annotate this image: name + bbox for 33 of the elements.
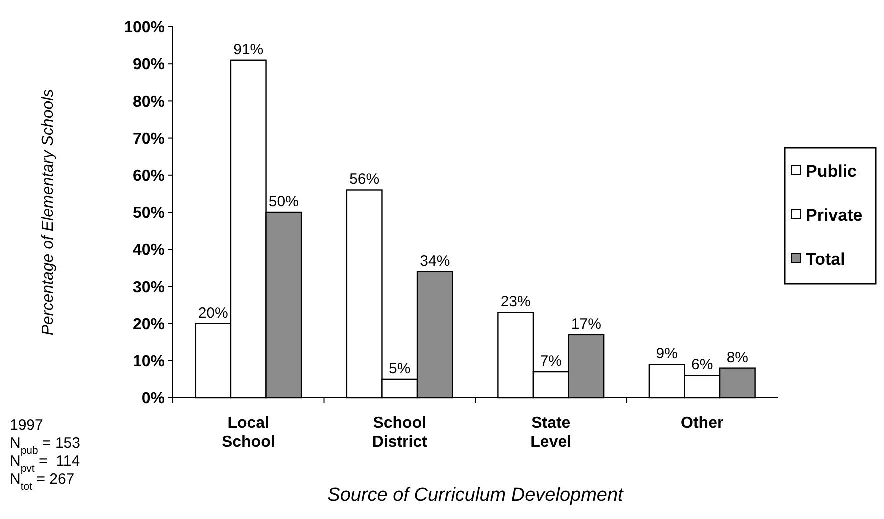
legend-label: Public: [806, 162, 858, 181]
data-label: 34%: [420, 252, 450, 270]
legend-label: Total: [806, 250, 846, 269]
data-label: 7%: [540, 353, 562, 370]
data-label: 50%: [268, 194, 299, 210]
data-label: 5%: [389, 360, 411, 378]
data-label: 91%: [234, 41, 264, 58]
y-tick-label: 90%: [132, 56, 165, 74]
x-tick-label: State Level: [530, 415, 572, 451]
data-label: 17%: [571, 316, 602, 333]
y-axis-title: Percentage of Elementary Schools: [40, 89, 57, 336]
data-label: 9%: [656, 346, 678, 363]
y-tick-label: 50%: [132, 205, 165, 222]
text: 1997: [10, 417, 44, 434]
y-tick-label: 100%: [124, 20, 165, 37]
x-tick-label: Other: [681, 415, 724, 432]
x-tick-label: Local School: [222, 415, 276, 451]
y-tick-label: 40%: [132, 242, 165, 260]
data-label: 20%: [198, 304, 228, 322]
y-tick-label: 80%: [132, 94, 165, 111]
y-tick-label: 30%: [132, 279, 165, 296]
y-tick-label: 10%: [132, 354, 165, 370]
y-tick-label: 0%: [142, 390, 165, 408]
data-label: 8%: [726, 349, 749, 366]
y-tick-label: 60%: [132, 168, 165, 185]
y-tick-label: 70%: [132, 130, 165, 148]
data-label: 6%: [692, 356, 714, 374]
y-tick-label: 20%: [132, 316, 165, 334]
legend-label: Private: [806, 206, 863, 225]
x-tick-label: School District: [372, 415, 428, 451]
x-axis-title: Source of Curriculum Development: [328, 485, 624, 506]
data-label: 23%: [500, 294, 531, 311]
data-label: 56%: [350, 171, 380, 188]
